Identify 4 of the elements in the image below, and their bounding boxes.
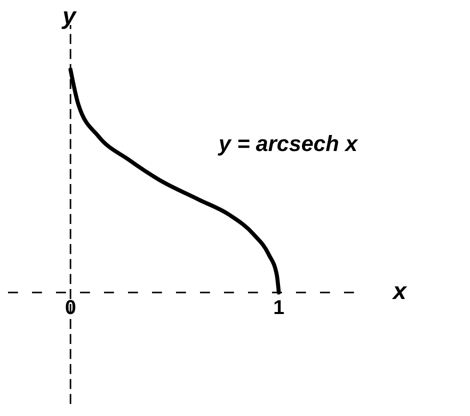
text: y = arcsech x: [218, 131, 358, 158]
y-axis-title: y: [62, 3, 76, 31]
x-tick-label: 1: [272, 296, 286, 320]
x-axis-title: x: [393, 278, 406, 306]
